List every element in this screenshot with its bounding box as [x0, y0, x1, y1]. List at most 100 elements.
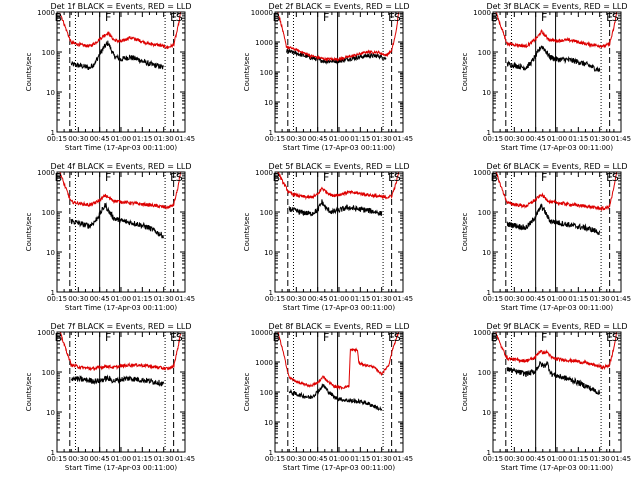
marker-e: E [606, 331, 613, 344]
y-tick-label: 100 [478, 209, 491, 217]
y-axis-label: Counts/sec [243, 53, 251, 92]
x-tick-label: 00:15 [265, 295, 285, 303]
x-tick-label: 01:15 [132, 295, 152, 303]
series-lld [59, 172, 182, 210]
x-axis-label: Start Time (17-Apr-03 00:11:00) [65, 144, 177, 152]
marker-s: S [176, 171, 183, 184]
panel-title: Det 9f BLACK = Events, RED = LLD [486, 322, 627, 331]
x-tick-label: 01:15 [568, 135, 588, 143]
marker-e: E [388, 331, 395, 344]
y-tick-label: 1 [51, 449, 55, 457]
x-tick-label: 01:45 [611, 135, 631, 143]
plot-frame [56, 171, 186, 293]
y-tick-label: 10 [46, 89, 55, 97]
x-tick-label: 01:30 [372, 455, 392, 463]
x-tick-label: 00:45 [90, 455, 110, 463]
event-lines [287, 332, 393, 452]
marker-f: F [541, 11, 547, 24]
y-tick-label: 10 [482, 89, 491, 97]
marker-b: B [55, 11, 63, 24]
x-tick-label: 01:00 [111, 455, 131, 463]
x-tick-label: 00:30 [504, 295, 524, 303]
y-axis: 1 10 100 1000 [473, 329, 621, 457]
marker-e: E [388, 171, 395, 184]
x-axis: 00:15 00:30 00:45 01:00 01:15 01:30 01:45 [47, 332, 195, 463]
x-tick-label: 00:30 [68, 135, 88, 143]
y-tick-label: 10 [46, 249, 55, 257]
y-axis: 1 10 100 1000 [473, 9, 621, 137]
x-axis: 00:15 00:30 00:45 01:00 01:15 01:30 01:45 [47, 172, 195, 303]
x-axis: 00:15 00:30 00:45 01:00 01:15 01:30 01:45 [483, 12, 631, 143]
y-tick-label: 100 [260, 69, 273, 77]
series-events [288, 383, 383, 412]
panel-det-6: Det 6f BLACK = Events, RED = LLD 1 10 100 10… [461, 162, 631, 312]
marker-b: B [55, 331, 63, 344]
panel-det-7: Det 7f BLACK = Events, RED = LLD 1 10 100 10… [25, 322, 195, 472]
x-tick-label: 01:15 [132, 135, 152, 143]
x-axis: 00:15 00:30 00:45 01:00 01:15 01:30 01:45 [265, 12, 413, 143]
x-tick-label: 01:30 [154, 295, 174, 303]
x-tick-label: 01:00 [329, 295, 349, 303]
x-axis-label: Start Time (17-Apr-03 00:11:00) [65, 464, 177, 472]
marker-e: E [170, 171, 177, 184]
x-tick-label: 00:45 [526, 135, 546, 143]
x-tick-label: 01:45 [393, 135, 413, 143]
x-tick-label: 01:30 [590, 455, 610, 463]
y-tick-label: 1000 [37, 9, 55, 17]
x-tick-label: 01:45 [175, 295, 195, 303]
y-axis: 1 10 100 1000 [473, 169, 621, 297]
y-tick-label: 10000 [251, 9, 273, 17]
marker-b: B [55, 171, 63, 184]
y-tick-label: 1 [487, 449, 491, 457]
plot-frame [492, 171, 622, 293]
x-axis: 00:15 00:30 00:45 01:00 01:15 01:30 01:45 [483, 332, 631, 463]
x-tick-label: 01:45 [611, 455, 631, 463]
marker-b: B [491, 11, 499, 24]
x-tick-label: 00:45 [526, 295, 546, 303]
x-axis-label: Start Time (17-Apr-03 00:11:00) [283, 304, 395, 312]
y-tick-label: 1 [487, 289, 491, 297]
series-events [506, 45, 601, 73]
marker-b: B [491, 171, 499, 184]
y-axis: 1 10 100 1000 10000 [251, 329, 403, 457]
x-tick-label: 00:30 [504, 455, 524, 463]
y-axis: 1 10 100 1000 [37, 169, 185, 297]
x-tick-label: 01:15 [350, 135, 370, 143]
marker-f: F [541, 171, 547, 184]
series-events [506, 361, 601, 395]
y-axis: 1 10 100 1000 10000 [251, 9, 403, 137]
x-axis-label: Start Time (17-Apr-03 00:11:00) [501, 464, 613, 472]
plot-frame [492, 11, 622, 133]
y-tick-label: 1 [51, 129, 55, 137]
x-axis-label: Start Time (17-Apr-03 00:11:00) [501, 144, 613, 152]
series-lld [495, 332, 618, 371]
x-tick-label: 00:15 [483, 455, 503, 463]
y-tick-label: 100 [478, 369, 491, 377]
x-tick-label: 01:15 [568, 455, 588, 463]
series-events [288, 199, 383, 217]
marker-s: S [612, 171, 619, 184]
marker-s: S [176, 331, 183, 344]
series-events [286, 48, 387, 65]
y-tick-label: 100 [42, 369, 55, 377]
y-tick-label: 10 [264, 99, 273, 107]
y-axis-label: Counts/sec [461, 213, 469, 252]
panel-det-3: Det 3f BLACK = Events, RED = LLD 1 10 100 10… [461, 2, 631, 152]
y-tick-label: 100 [260, 209, 273, 217]
x-tick-label: 01:00 [547, 295, 567, 303]
y-tick-label: 1 [269, 289, 273, 297]
panel-det-2: Det 2f BLACK = Events, RED = LLD 1 10 100 10… [243, 2, 413, 152]
y-tick-label: 100 [260, 389, 273, 397]
x-tick-label: 00:30 [286, 295, 306, 303]
y-tick-label: 100 [42, 209, 55, 217]
event-lines [287, 12, 393, 132]
marker-s: S [394, 11, 401, 24]
event-lines [505, 172, 611, 292]
y-tick-label: 1 [269, 449, 273, 457]
x-tick-label: 00:30 [286, 455, 306, 463]
x-tick-label: 01:15 [350, 295, 370, 303]
series-events [70, 374, 165, 387]
panel-det-5: Det 5f BLACK = Events, RED = LLD 1 10 100 10… [243, 162, 413, 312]
y-axis-label: Counts/sec [461, 53, 469, 92]
